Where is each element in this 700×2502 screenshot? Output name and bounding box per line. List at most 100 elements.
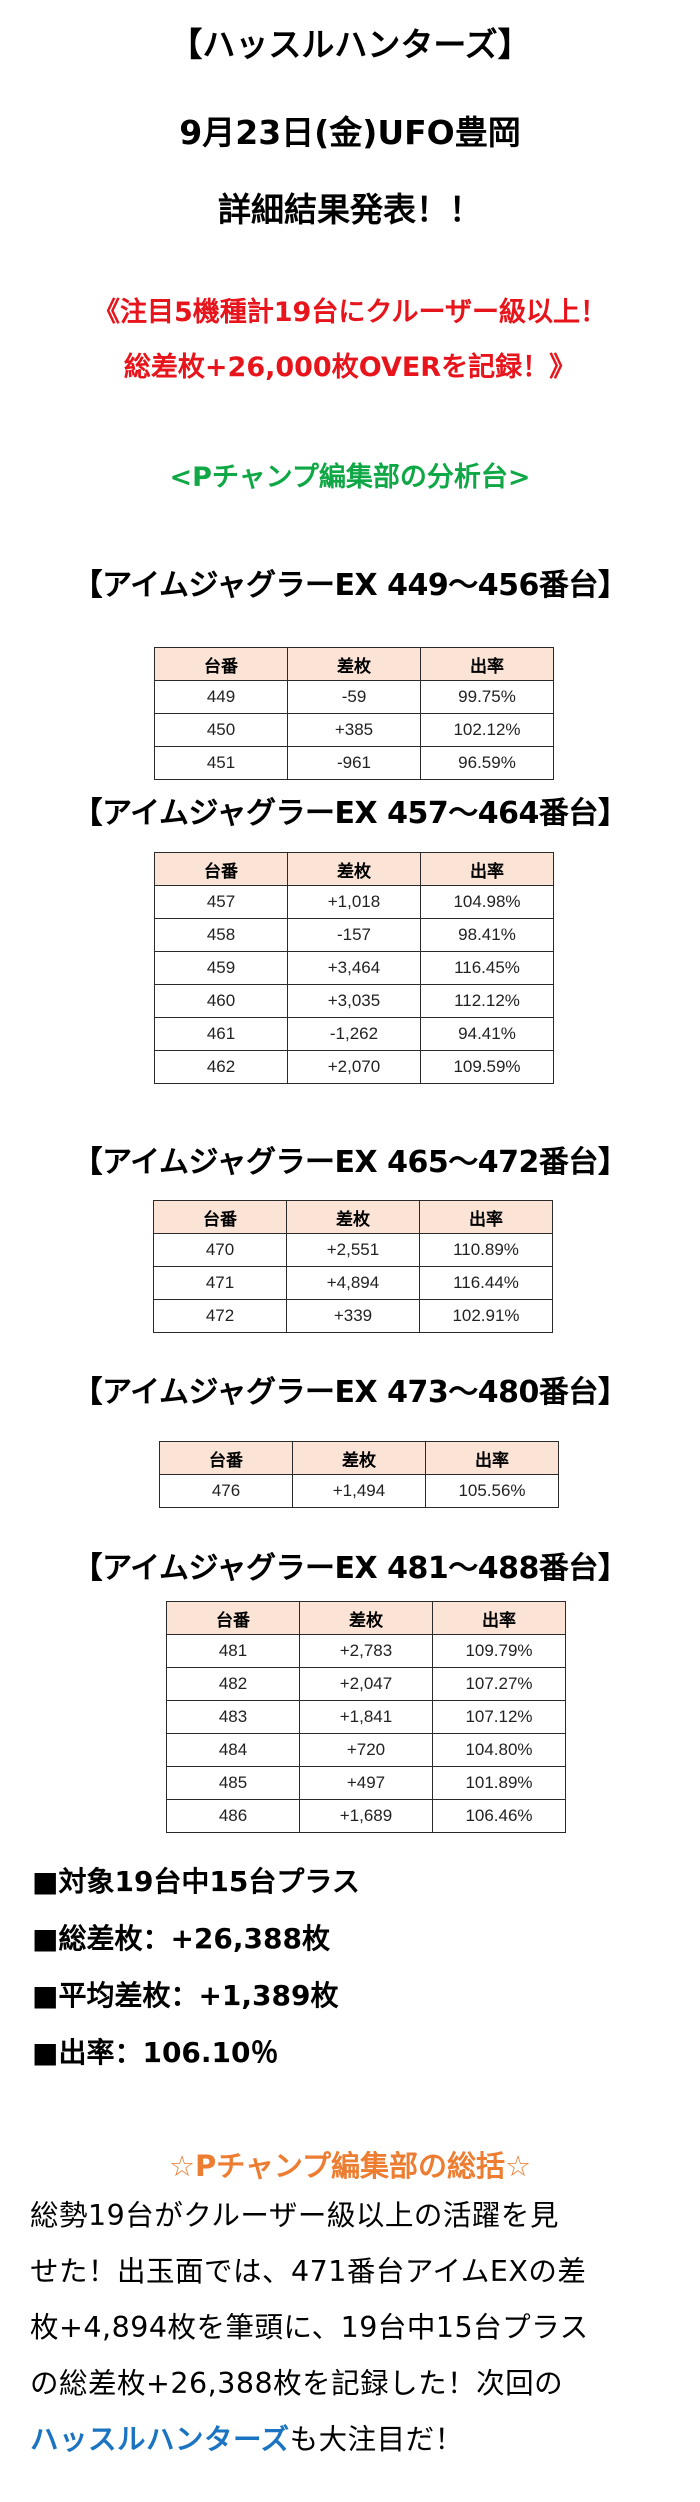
table-row: 460 +3,035 112.12%: [154, 984, 554, 1018]
cell-rate: 94.41%: [420, 1017, 554, 1051]
summary-average-diff: ■平均差枚：+1,389枚: [32, 1979, 339, 2012]
cell-machine: 451: [154, 746, 288, 780]
cell-diff: +3,464: [287, 951, 421, 985]
summary-plus-count: ■対象19台中15台プラス: [32, 1865, 360, 1898]
results-table-3: 台番 差枚 出率 470 +2,551 110.89% 471 +4,894 116.4…: [153, 1200, 553, 1333]
cell-diff: +1,494: [292, 1474, 426, 1508]
cell-diff: +1,689: [299, 1799, 433, 1833]
cell-machine: 484: [166, 1733, 300, 1767]
table-row: 451 -961 96.59%: [154, 746, 554, 780]
review-body: 総勢19台がクルーザー級以上の活躍を見 せた！出玉面では、471番台アイムEXの…: [30, 2188, 680, 2468]
header-payout-rate: 出率: [432, 1601, 566, 1635]
header-machine-number: 台番: [154, 647, 288, 681]
page-title-date: 9月23日(金)UFO豊岡: [179, 113, 521, 152]
section-title-4: 【アイムジャグラーEX 473～480番台】: [72, 1375, 628, 1410]
header-diff-coins: 差枚: [299, 1601, 433, 1635]
table-row: 485 +497 101.89%: [166, 1766, 566, 1800]
cell-rate: 102.91%: [419, 1299, 553, 1333]
cell-rate: 110.89%: [419, 1233, 553, 1267]
cell-diff: +2,783: [299, 1634, 433, 1668]
table-row: 459 +3,464 116.45%: [154, 951, 554, 985]
review-line-5: ハッスルハンターズも大注目だ！: [30, 2412, 680, 2468]
table-row: 457 +1,018 104.98%: [154, 885, 554, 919]
cell-diff: -59: [287, 680, 421, 714]
cell-diff: -157: [287, 918, 421, 952]
page-title-results: 詳細結果発表！！: [218, 190, 482, 229]
table-row: 458 -157 98.41%: [154, 918, 554, 952]
highlight-line-2: 総差枚+26,000枚OVERを記録！》: [123, 352, 577, 383]
highlight-line-1: 《注目5機種計19台にクルーザー級以上！: [92, 297, 607, 328]
cell-machine: 457: [154, 885, 288, 919]
cell-rate: 107.27%: [432, 1667, 566, 1701]
cell-machine: 470: [153, 1233, 287, 1267]
cell-machine: 483: [166, 1700, 300, 1734]
table-row: 484 +720 104.80%: [166, 1733, 566, 1767]
review-line-3: 枚+4,894枚を筆頭に、19台中15台プラス: [30, 2311, 589, 2344]
analysis-heading: <Pチャンプ編集部の分析台>: [169, 462, 531, 493]
section-title-3: 【アイムジャグラーEX 465～472番台】: [72, 1145, 628, 1180]
table-header-row: 台番 差枚 出率: [153, 1200, 553, 1234]
cell-machine: 485: [166, 1766, 300, 1800]
table-row: 476 +1,494 105.56%: [159, 1474, 559, 1508]
cell-diff: -1,262: [287, 1017, 421, 1051]
header-payout-rate: 出率: [420, 852, 554, 886]
cell-machine: 482: [166, 1667, 300, 1701]
cell-rate: 96.59%: [420, 746, 554, 780]
cell-rate: 102.12%: [420, 713, 554, 747]
cell-diff: +339: [286, 1299, 420, 1333]
table-row: 461 -1,262 94.41%: [154, 1017, 554, 1051]
header-machine-number: 台番: [154, 852, 288, 886]
cell-rate: 105.56%: [425, 1474, 559, 1508]
header-diff-coins: 差枚: [286, 1200, 420, 1234]
cell-machine: 481: [166, 1634, 300, 1668]
cell-rate: 116.45%: [420, 951, 554, 985]
cell-rate: 98.41%: [420, 918, 554, 952]
table-row: 482 +2,047 107.27%: [166, 1667, 566, 1701]
table-row: 471 +4,894 116.44%: [153, 1266, 553, 1300]
results-table-5: 台番 差枚 出率 481 +2,783 109.79% 482 +2,047 107.2…: [166, 1601, 566, 1833]
header-payout-rate: 出率: [419, 1200, 553, 1234]
header-machine-number: 台番: [166, 1601, 300, 1635]
cell-machine: 471: [153, 1266, 287, 1300]
cell-diff: +1,018: [287, 885, 421, 919]
cell-rate: 109.59%: [420, 1050, 554, 1084]
section-title-5: 【アイムジャグラーEX 481～488番台】: [72, 1551, 628, 1586]
table-row: 449 -59 99.75%: [154, 680, 554, 714]
table-header-row: 台番 差枚 出率: [159, 1441, 559, 1475]
cell-machine: 472: [153, 1299, 287, 1333]
summary-payout-rate: ■出率：106.10％: [32, 2036, 279, 2069]
results-table-2: 台番 差枚 出率 457 +1,018 104.98% 458 -157 98.41% …: [154, 852, 554, 1084]
results-table-4: 台番 差枚 出率 476 +1,494 105.56%: [159, 1441, 559, 1508]
table-row: 470 +2,551 110.89%: [153, 1233, 553, 1267]
table-header-row: 台番 差枚 出率: [154, 647, 554, 681]
header-machine-number: 台番: [159, 1441, 293, 1475]
header-payout-rate: 出率: [425, 1441, 559, 1475]
cell-diff: +720: [299, 1733, 433, 1767]
review-line-1: 総勢19台がクルーザー級以上の活躍を見: [30, 2199, 559, 2232]
table-row: 472 +339 102.91%: [153, 1299, 553, 1333]
cell-machine: 458: [154, 918, 288, 952]
cell-machine: 459: [154, 951, 288, 985]
review-store-name: ハッスルハンターズ: [30, 2423, 290, 2456]
cell-diff: -961: [287, 746, 421, 780]
section-title-2: 【アイムジャグラーEX 457～464番台】: [72, 796, 628, 831]
cell-rate: 104.98%: [420, 885, 554, 919]
cell-rate: 99.75%: [420, 680, 554, 714]
header-diff-coins: 差枚: [287, 647, 421, 681]
cell-machine: 486: [166, 1799, 300, 1833]
review-closing: も大注目だ！: [289, 2423, 464, 2456]
header-payout-rate: 出率: [420, 647, 554, 681]
cell-machine: 460: [154, 984, 288, 1018]
summary-total-diff: ■総差枚：+26,388枚: [32, 1922, 330, 1955]
cell-diff: +3,035: [287, 984, 421, 1018]
cell-diff: +2,070: [287, 1050, 421, 1084]
section-title-1: 【アイムジャグラーEX 449～456番台】: [72, 568, 628, 603]
cell-rate: 107.12%: [432, 1700, 566, 1734]
header-diff-coins: 差枚: [292, 1441, 426, 1475]
cell-rate: 116.44%: [419, 1266, 553, 1300]
cell-diff: +497: [299, 1766, 433, 1800]
table-row: 481 +2,783 109.79%: [166, 1634, 566, 1668]
cell-rate: 109.79%: [432, 1634, 566, 1668]
cell-rate: 101.89%: [432, 1766, 566, 1800]
cell-diff: +385: [287, 713, 421, 747]
